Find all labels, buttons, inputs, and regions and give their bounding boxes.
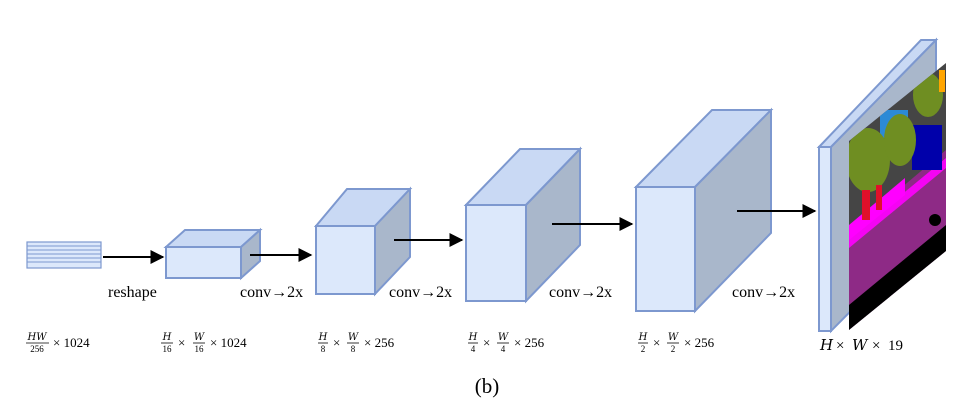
dim1-tail: × 1024 xyxy=(210,335,247,350)
dim1-wnum: W xyxy=(194,332,205,343)
dim5-times-2: × xyxy=(872,338,880,354)
figure-caption: (b) xyxy=(475,374,500,398)
dim2-wnum: W xyxy=(348,332,359,343)
conv-label-2: conv→2x xyxy=(389,284,452,301)
output-segmentation xyxy=(816,37,946,334)
dim1-hnum: H xyxy=(162,332,172,343)
feature-block-4 xyxy=(633,107,774,314)
conv-label-4: conv→2x xyxy=(732,284,795,301)
dim2-tail: × 256 xyxy=(364,335,395,350)
dim-label-2: H 8 × W 8 × 256 xyxy=(318,332,395,354)
dim5-classes: 19 xyxy=(888,338,903,354)
dim-label-3: H 4 × W 4 × 256 xyxy=(468,332,545,354)
feature-block-1 xyxy=(163,227,263,281)
reshape-label: reshape xyxy=(108,284,157,301)
dim0-den: 256 xyxy=(30,344,44,354)
dim4-tail: × 256 xyxy=(684,335,715,350)
dim2-wden: 8 xyxy=(351,344,356,354)
dim3-wnum: W xyxy=(498,332,509,343)
svg-text:×: × xyxy=(653,335,660,350)
dim3-wden: 4 xyxy=(501,344,506,354)
dim1-wden: 16 xyxy=(195,344,205,354)
dim5-h: H xyxy=(819,336,834,354)
dim-label-5: H × W × 19 xyxy=(819,336,903,354)
dim-label-4: H 2 × W 2 × 256 xyxy=(638,332,715,354)
feature-block-2 xyxy=(313,186,413,297)
svg-text:×: × xyxy=(333,335,340,350)
dim0-num: HW xyxy=(27,332,48,343)
dim2-hnum: H xyxy=(318,332,328,343)
dim0-tail: × 1024 xyxy=(53,335,90,350)
dim1-hden: 16 xyxy=(163,344,173,354)
dim4-hnum: H xyxy=(638,332,648,343)
dim4-wden: 2 xyxy=(671,344,676,354)
svg-text:×: × xyxy=(178,335,185,350)
arrows xyxy=(103,204,817,264)
dim3-hnum: H xyxy=(468,332,478,343)
conv-label-1: conv→2x xyxy=(240,284,303,301)
flattened-feature-stack xyxy=(26,241,102,269)
dim3-hden: 4 xyxy=(471,344,476,354)
dim5-times-1: × xyxy=(836,338,844,354)
dim2-hden: 8 xyxy=(321,344,326,354)
dim-label-1: H 16 × W 16 × 1024 xyxy=(161,332,247,354)
svg-text:×: × xyxy=(483,335,490,350)
dim4-hden: 2 xyxy=(641,344,646,354)
conv-label-3: conv→2x xyxy=(549,284,612,301)
dim4-wnum: W xyxy=(668,332,679,343)
dim3-tail: × 256 xyxy=(514,335,545,350)
dim-label-0: HW 256 × 1024 xyxy=(26,332,90,354)
dim5-w: W xyxy=(852,336,869,354)
